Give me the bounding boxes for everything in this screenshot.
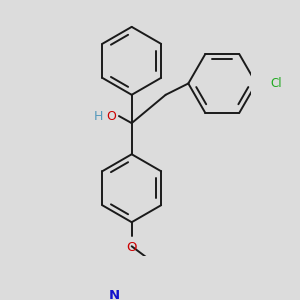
Text: O: O <box>126 241 137 254</box>
Text: N: N <box>109 289 120 300</box>
Text: Cl: Cl <box>270 77 282 90</box>
Text: H: H <box>94 110 104 122</box>
Text: O: O <box>106 110 116 122</box>
